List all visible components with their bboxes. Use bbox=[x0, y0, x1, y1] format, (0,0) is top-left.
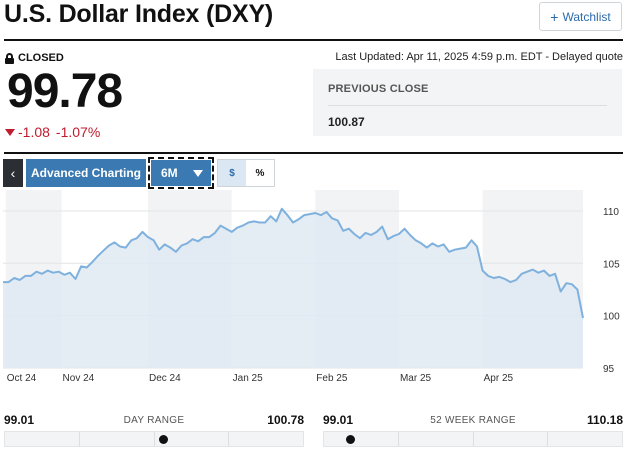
y-tick-label: 110 bbox=[603, 207, 619, 218]
market-status-label: CLOSED bbox=[18, 52, 64, 64]
y-tick-label: 95 bbox=[603, 364, 615, 375]
previous-close-panel: PREVIOUS CLOSE 100.87 bbox=[313, 69, 622, 136]
price-line bbox=[3, 207, 584, 319]
market-status: CLOSED bbox=[5, 52, 64, 64]
x-tick-label: Jan 25 bbox=[233, 373, 263, 384]
x-tick-label: Apr 25 bbox=[484, 373, 514, 384]
day-range-marker bbox=[158, 435, 168, 444]
x-tick-label: Mar 25 bbox=[400, 373, 432, 384]
price-chart[interactable]: 95 100 105 110 Oct 24 Nov 24 Dec 24 Jan 25 Feb 2… bbox=[0, 190, 629, 386]
week52-range-high: 110.18 bbox=[586, 413, 623, 427]
x-tick-label: Nov 24 bbox=[63, 373, 95, 384]
caret-down-icon bbox=[193, 169, 203, 177]
week52-range-label: 52 WEEK RANGE bbox=[430, 415, 516, 426]
x-tick-label: Feb 25 bbox=[316, 373, 348, 384]
y-tick-label: 105 bbox=[603, 259, 620, 270]
period-select[interactable]: 6M bbox=[148, 157, 214, 189]
plus-icon: + bbox=[550, 8, 559, 25]
divider bbox=[328, 105, 607, 106]
current-price: 99.78 bbox=[7, 65, 123, 118]
week52-range-track bbox=[323, 431, 623, 447]
week52-range: 99.01 52 WEEK RANGE 110.18 bbox=[323, 410, 623, 450]
header-divider bbox=[4, 39, 623, 41]
week52-range-low: 99.01 bbox=[323, 413, 354, 427]
day-range-high: 100.78 bbox=[267, 413, 304, 427]
x-tick-label: Oct 24 bbox=[7, 373, 37, 384]
chart-divider bbox=[4, 152, 623, 154]
page-title: U.S. Dollar Index (DXY) bbox=[4, 0, 274, 28]
price-change: -1.08 -1.07% bbox=[5, 124, 100, 140]
previous-close-label: PREVIOUS CLOSE bbox=[328, 83, 429, 95]
toggle-percent[interactable]: % bbox=[246, 160, 274, 186]
previous-close-value: 100.87 bbox=[328, 115, 365, 129]
day-range-low: 99.01 bbox=[4, 413, 35, 427]
period-label: 6M bbox=[161, 166, 178, 180]
chevron-left-icon[interactable]: ‹ bbox=[3, 159, 23, 187]
watchlist-label: Watchlist bbox=[562, 9, 611, 24]
x-tick-label: Dec 24 bbox=[149, 373, 181, 384]
toggle-dollar[interactable]: $ bbox=[218, 160, 246, 186]
change-percent: -1.07% bbox=[55, 124, 101, 140]
last-updated: Last Updated: Apr 11, 2025 4:59 p.m. EDT… bbox=[335, 51, 623, 63]
y-tick-label: 100 bbox=[603, 312, 620, 323]
advanced-charting-button[interactable]: Advanced Charting bbox=[26, 159, 146, 187]
lock-icon bbox=[5, 52, 14, 64]
day-range-label: DAY RANGE bbox=[123, 415, 185, 426]
change-value: -1.08 bbox=[18, 124, 50, 140]
add-to-watchlist-button[interactable]: + Watchlist bbox=[539, 2, 622, 31]
price-area bbox=[3, 208, 583, 368]
day-range-track bbox=[4, 431, 304, 447]
week52-range-marker bbox=[345, 435, 355, 444]
value-mode-toggle[interactable]: $ % bbox=[217, 159, 275, 187]
day-range: 99.01 DAY RANGE 100.78 bbox=[4, 410, 304, 450]
down-arrow-icon bbox=[5, 128, 15, 136]
price-chart-svg: 95 100 105 110 Oct 24 Nov 24 Dec 24 Jan 25 Feb 2… bbox=[3, 190, 620, 384]
